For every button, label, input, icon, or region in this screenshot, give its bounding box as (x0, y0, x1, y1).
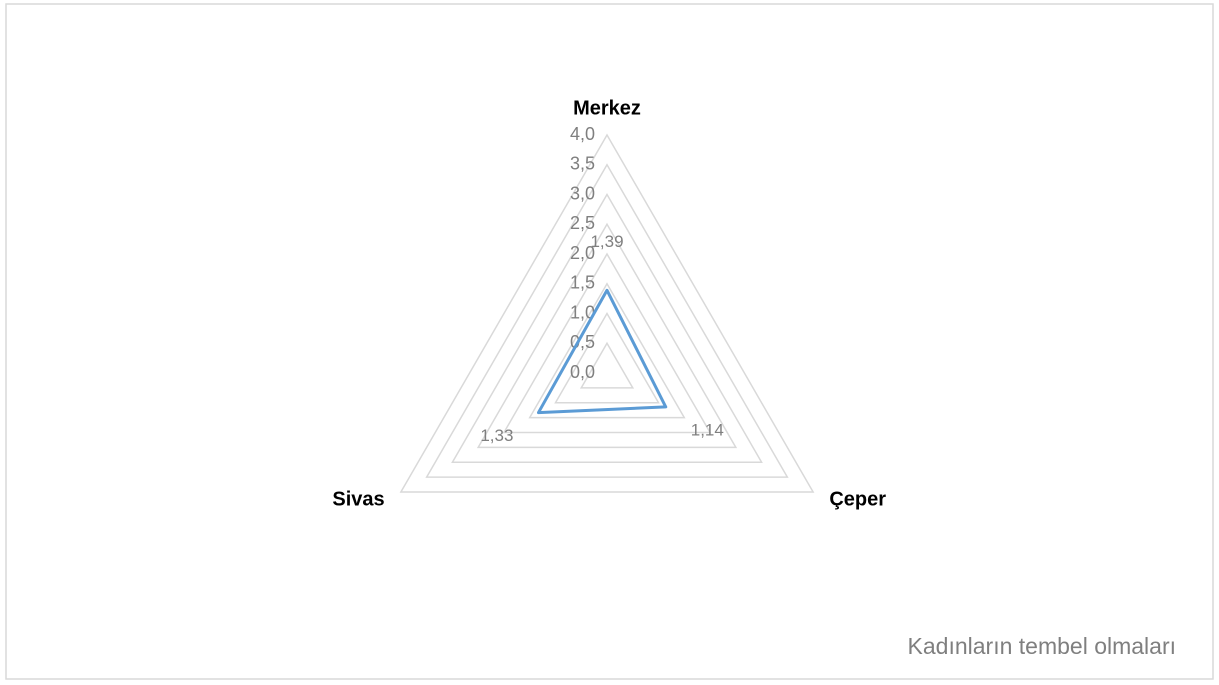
data-label: 1,39 (590, 232, 623, 251)
tick-label: 0,0 (570, 362, 595, 382)
grid-ring (554, 311, 660, 404)
tick-label: 3,5 (570, 154, 595, 174)
tick-label: 2,0 (570, 243, 595, 263)
tick-label: 1,5 (570, 273, 595, 293)
tick-label: 1,0 (570, 302, 595, 322)
grid-ring (502, 252, 712, 434)
grid-ring (425, 163, 789, 478)
grid-ring (451, 192, 763, 463)
grid-ring (528, 282, 686, 419)
category-label: Sivas (332, 488, 384, 510)
tick-label: 3,0 (570, 183, 595, 203)
legend-label: Kadınların tembel olmaları (908, 633, 1176, 659)
grid-ring (399, 133, 815, 493)
category-label: Merkez (573, 97, 641, 119)
category-label: Çeper (829, 488, 886, 510)
series-line (536, 288, 668, 415)
chart-border (5, 3, 1214, 680)
grid-ring (579, 341, 635, 389)
data-label: 1,14 (691, 420, 724, 439)
grid-ring (476, 222, 738, 449)
tick-label: 4,0 (570, 124, 595, 144)
tick-label: 2,5 (570, 213, 595, 233)
data-label: 1,33 (480, 426, 513, 445)
